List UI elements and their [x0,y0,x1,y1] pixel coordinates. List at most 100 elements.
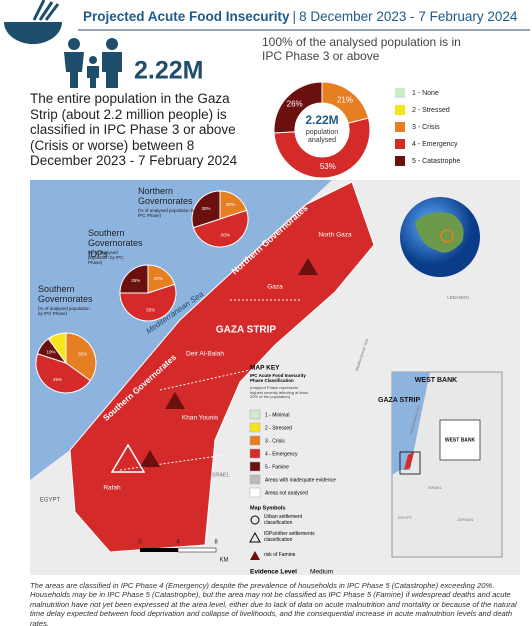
pie-title: Southern Governorates IDPs [88,228,143,259]
slice-label: 20% [226,202,235,207]
footer-note: The areas are classified in IPC Phase 4 … [30,581,517,626]
pie-subtitle: (% of analysed population by IPC Phase) [138,208,196,219]
slice-label: 55% [146,307,155,312]
pie-slice [273,81,323,134]
key-symbols-title: Map Symbols [250,505,285,511]
pie-slice [119,264,149,294]
scale-label: 8 [214,540,218,546]
globe-land [415,212,464,253]
pie-subtitle: (% of analysed population by IPC Phase) [38,306,90,317]
legend-swatch [395,105,405,115]
legend-swatch [395,139,405,149]
key-swatch [249,461,261,472]
globe-marker [440,229,454,243]
symbol-urban [250,515,260,525]
symbol-idp [249,531,261,543]
evidence-value: Medium [310,569,333,576]
header-period: 8 December 2023 - 7 February 2024 [299,9,518,24]
slice-label: 20% [154,276,163,281]
key-label: 3 - Crisis [265,438,285,444]
key-swatch [249,448,261,459]
legend-label: 3 - Crisis [412,124,440,131]
legend-swatch [395,122,405,132]
inset-gaza-box [399,451,421,475]
map-label: Khan Younis [182,415,219,422]
map-label: Rafah [103,485,121,492]
inset-label: JORDAN [457,517,474,522]
header-separator: | [293,9,297,24]
key-label: 5 - Famine [265,464,289,470]
population-figure: 2.22M [134,57,203,85]
symbol-famine [250,551,260,560]
key-label: 2 - Stressed [265,425,292,431]
legend-swatch [395,156,405,166]
map-label: Gaza [267,284,283,291]
key-swatch [249,487,261,498]
map-label: GAZA STRIP [216,325,277,336]
slice-label: 50% [221,233,230,238]
key-swatch [249,435,261,446]
key-label: Areas not analysed [265,490,308,496]
key-label: 4 - Emergency [265,451,298,457]
legend-label: 4 - Emergency [412,141,458,148]
famine-markers [110,258,318,473]
header: Projected Acute Food Insecurity | 8 Decemb… [83,9,518,24]
bowl-icon [4,22,62,44]
slice-label: 35% [78,352,87,357]
key-symbol-label: Urban settlement classification [264,514,303,526]
family-icon [64,38,122,88]
slice-label: 53% [320,162,336,171]
inset-westbank-box [439,419,481,461]
pie-slice [65,332,97,382]
donut-caption: 100% of the analysed population is in IP… [262,35,461,63]
key-symbol-label: IDPs/other settlements classification [264,531,315,543]
pie-slice [192,209,249,248]
inset-label: WEST BANK [415,377,457,384]
map-key-subtitle: IPC Acute Food Insecurity Phase Classifi… [250,373,306,384]
donut-sublabel: population analysed [305,129,339,145]
map-label: LEBANON [447,295,469,300]
donut-center: 2.22M [305,113,338,127]
scale-label: 0 [138,540,142,546]
scale-label: 4 [176,540,180,546]
legend-label: 1 - None [412,90,439,97]
inset-label: GAZA STRIP [378,397,420,404]
inset-gaza [404,452,414,470]
pie-slice [273,117,371,179]
legend-swatch [395,88,405,98]
pie-slice [119,283,177,322]
pie-slice [35,353,91,394]
key-label: Areas with inadequate evidence [265,477,336,483]
key-label: 1 - Minimal [265,412,289,418]
inset-label: Mediterranean Sea [409,405,421,435]
pie-subtitle: (% of analysed population by IPC Phase) [88,250,124,266]
key-swatch [249,409,261,420]
key-swatch [249,422,261,433]
slice-label: 45% [53,377,62,382]
legend-label: 5 - Catastrophe [412,158,460,165]
scale-label: KM [220,558,229,564]
wheat-icon [32,0,60,21]
map-key-title: MAP KEY [250,365,280,372]
governorate-borders [119,299,300,471]
pie-title: Southern Governorates [38,284,93,305]
pie-slice [191,190,221,229]
inset-label: WEST BANK [445,437,476,443]
key-swatch [249,474,261,485]
legend-label: 2 - Stressed [412,107,450,114]
sea [30,180,332,480]
map-label: Deir Al-Balah [186,351,224,358]
key-symbol-label: risk of Famine [264,552,296,558]
map-key-note: (mapped Phase represents highest severit… [250,385,308,400]
inset-sea [392,372,430,475]
slice-label: 25% [131,278,140,283]
pie-slice [47,332,67,365]
slice-label: 10% [46,349,55,354]
map-label: North Gaza [318,232,352,239]
slice-label: 26% [287,99,303,108]
inset-label: EGYPT [398,515,412,520]
map-label: EGYPT [40,498,61,504]
pie-title: Northern Governorates [138,186,193,207]
slice-label: 30% [201,206,210,211]
